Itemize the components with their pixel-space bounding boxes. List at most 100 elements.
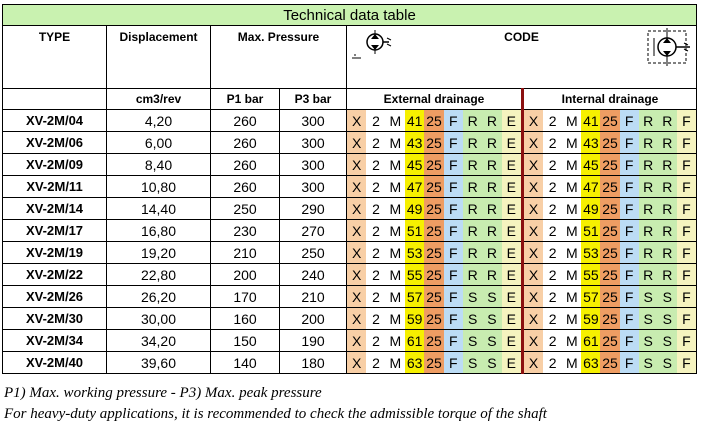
code-char: F (676, 110, 696, 131)
code-char: M (385, 220, 405, 241)
code-header-area: CODE (347, 26, 696, 88)
code-char: 25 (600, 220, 620, 241)
code-char: 25 (600, 132, 620, 153)
code-char: E (501, 110, 521, 131)
row-p3: 300 (279, 109, 347, 132)
hydraulic-motor-external-drain-icon (352, 30, 392, 59)
code-char: R (462, 154, 483, 175)
row-code-internal: X 2 M 55 25 F R R F (522, 263, 697, 286)
row-displacement: 10,80 (106, 175, 211, 198)
row-code-internal: X 2 M 47 25 F R R F (522, 175, 697, 198)
code-char: 25 (600, 110, 620, 131)
code-char: 2 (366, 176, 386, 197)
code-char: R (482, 176, 502, 197)
row-p3: 180 (279, 351, 347, 374)
code-char: R (657, 154, 677, 175)
code-char: 25 (424, 330, 444, 351)
row-displacement: 6,00 (106, 131, 211, 154)
code-char: R (482, 132, 502, 153)
code-char: R (657, 242, 677, 263)
code-char: 51 (404, 220, 425, 241)
code-cells: X 2 M 57 25 F S S F (524, 286, 696, 307)
code-char: 61 (581, 330, 601, 351)
header-p3: P3 bar (279, 88, 347, 110)
code-char: M (385, 352, 405, 373)
code-char: F (619, 132, 639, 153)
row-code-external: X 2 M 53 25 F R R E (346, 241, 524, 264)
row-p3: 210 (279, 285, 347, 308)
row-p3: 300 (279, 131, 347, 154)
code-char: R (462, 176, 483, 197)
code-char: F (676, 330, 696, 351)
row-code-external: X 2 M 51 25 F R R E (346, 219, 524, 242)
code-char: 2 (543, 352, 563, 373)
code-char: X (347, 242, 367, 263)
code-cells: X 2 M 51 25 F R R F (524, 220, 696, 241)
code-cells: X 2 M 43 25 F R R E (347, 132, 521, 153)
code-char: X (524, 242, 544, 263)
code-cells: X 2 M 61 25 F S S F (524, 330, 696, 351)
code-char: 53 (404, 242, 425, 263)
code-char: R (638, 264, 658, 285)
code-char: 2 (366, 264, 386, 285)
table-row: XV-2M/22 22,80 200 240 X 2 M 55 25 F R R E X 2 M 55 25 F R R… (2, 263, 697, 286)
header-displacement-unit: cm3/rev (106, 88, 211, 110)
code-char: F (619, 154, 639, 175)
code-char: R (482, 264, 502, 285)
row-displacement: 4,20 (106, 109, 211, 132)
code-char: F (676, 286, 696, 307)
code-char: F (443, 330, 463, 351)
code-char: 49 (404, 198, 425, 219)
hydraulic-motor-internal-drain-icon (647, 28, 690, 66)
code-char: E (501, 264, 521, 285)
header-internal-drainage: Internal drainage (522, 88, 697, 110)
code-char: R (638, 154, 658, 175)
code-char: 2 (543, 220, 563, 241)
code-char: E (501, 198, 521, 219)
code-char: F (676, 176, 696, 197)
code-char: F (443, 220, 463, 241)
code-char: R (482, 220, 502, 241)
header-max-pressure: Max. Pressure (210, 25, 347, 89)
code-char: X (524, 154, 544, 175)
code-char: M (385, 110, 405, 131)
code-char: E (501, 330, 521, 351)
code-char: 2 (366, 330, 386, 351)
code-char: 51 (581, 220, 601, 241)
code-char: 2 (543, 330, 563, 351)
row-p1: 260 (210, 175, 280, 198)
code-char: E (501, 352, 521, 373)
code-cells: X 2 M 59 25 F S S E (347, 308, 521, 329)
code-char: F (443, 154, 463, 175)
code-char: R (462, 198, 483, 219)
row-displacement: 8,40 (106, 153, 211, 176)
code-char: 43 (404, 132, 425, 153)
row-code-internal: X 2 M 57 25 F S S F (522, 285, 697, 308)
code-char: R (482, 242, 502, 263)
table-row: XV-2M/06 6,00 260 300 X 2 M 43 25 F R R E X 2 M 43 25 F R R F (2, 131, 697, 154)
header-code-label: CODE (504, 30, 539, 44)
row-code-internal: X 2 M 45 25 F R R F (522, 153, 697, 176)
code-cells: X 2 M 45 25 F R R E (347, 154, 521, 175)
code-char: R (638, 220, 658, 241)
code-cells: X 2 M 55 25 F R R F (524, 264, 696, 285)
header-displacement-label: Displacement (119, 30, 198, 44)
table-title: Technical data table (2, 4, 697, 26)
code-char: 25 (424, 286, 444, 307)
table-row: XV-2M/11 10,80 260 300 X 2 M 47 25 F R R E X 2 M 47 25 F R R… (2, 175, 697, 198)
code-cells: X 2 M 59 25 F S S F (524, 308, 696, 329)
row-p1: 260 (210, 131, 280, 154)
header-type-unit-cell (2, 88, 107, 110)
code-char: X (347, 198, 367, 219)
header-type: TYPE (2, 25, 107, 89)
row-code-external: X 2 M 45 25 F R R E (346, 153, 524, 176)
table-body: XV-2M/04 4,20 260 300 X 2 M 41 25 F R R E X 2 M 41 25 F R R F… (2, 109, 697, 374)
code-char: F (676, 198, 696, 219)
row-p1: 170 (210, 285, 280, 308)
code-char: M (562, 264, 582, 285)
code-cells: X 2 M 43 25 F R R F (524, 132, 696, 153)
code-char: 2 (366, 286, 386, 307)
code-char: 57 (404, 286, 425, 307)
code-char: 43 (581, 132, 601, 153)
code-char: X (347, 220, 367, 241)
